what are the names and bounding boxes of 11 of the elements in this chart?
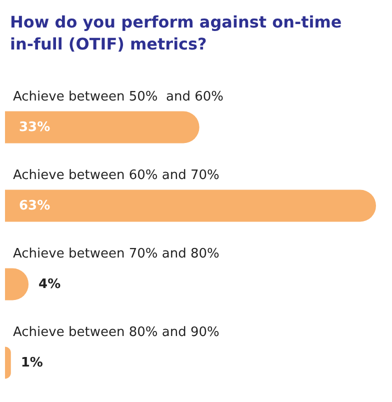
y-tick-label: Achieve between 70% and 80% xyxy=(13,246,220,262)
data-label: 4% xyxy=(38,276,61,292)
data-label: 33% xyxy=(19,120,50,135)
data-label: 1% xyxy=(20,355,43,370)
data-label: 63% xyxy=(19,198,50,214)
bar xyxy=(5,111,200,144)
bar xyxy=(5,190,376,222)
y-tick-label: Achieve between 80% and 90% xyxy=(13,324,220,340)
y-tick-label: Achieve between 60% and 70% xyxy=(13,168,220,183)
y-tick-label: Achieve between 50% and 60% xyxy=(13,89,224,104)
chart-title: How do you perform against on-time in-full (OTIF) metrics? xyxy=(10,12,348,54)
